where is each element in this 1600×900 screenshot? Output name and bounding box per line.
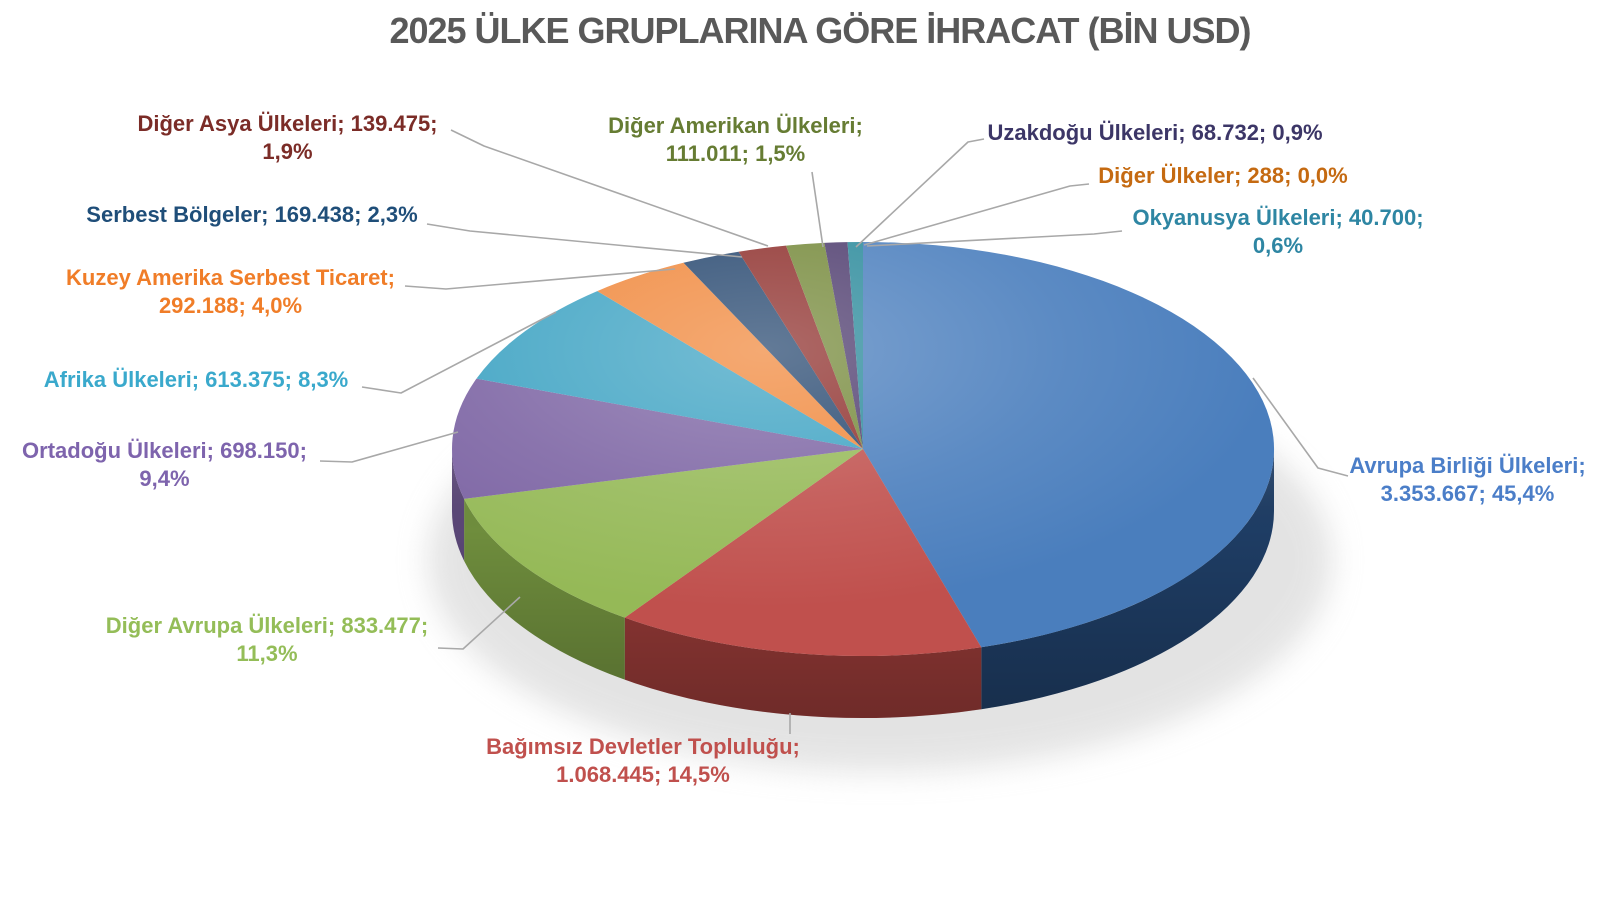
leader-line-afrika [361, 311, 557, 394]
data-label-kuzey-amerika: Kuzey Amerika Serbest Ticaret; 292.188; 4… [66, 265, 395, 318]
data-label-diger-amerikan: Diğer Amerikan Ülkeleri; 111.011; 1,5% [608, 113, 863, 166]
data-label-ortadogu: Ortadoğu Ülkeleri; 698.150; 9,4% [22, 438, 307, 491]
leader-line-okyanusya [866, 230, 1123, 247]
leader-line-diger-asya [450, 129, 769, 247]
data-label-okyanusya: Okyanusya Ülkeleri; 40.700; 0,6% [1132, 205, 1424, 258]
data-label-uzakdogu: Uzakdoğu Ülkeleri; 68.732; 0,9% [987, 120, 1323, 145]
pie-wall-shading [452, 449, 1274, 718]
leader-line-uzakdogu [855, 138, 985, 248]
leader-line-diger-amerikan [811, 171, 824, 248]
data-label-diger-avrupa: Diğer Avrupa Ülkeleri; 833.477; 11,3% [105, 613, 429, 666]
leader-line-diger-avrupa [437, 596, 521, 650]
leader-line-avrupa-birligi [1252, 377, 1349, 477]
leader-line-serbest-bolgeler [426, 223, 743, 258]
data-label-avrupa-birligi: Avrupa Birliği Ülkeleri; 3.353.667; 45,4% [1349, 453, 1586, 506]
data-label-serbest-bolgeler: Serbest Bölgeler; 169.438; 2,3% [86, 202, 418, 227]
data-label-afrika: Afrika Ülkeleri; 613.375; 8,3% [43, 367, 349, 392]
data-label-diger-ulkeler: Diğer Ülkeler; 288; 0,0% [1098, 163, 1348, 188]
leader-lines [319, 129, 1349, 734]
leader-line-kuzey-amerika [404, 268, 676, 290]
pie-3d-body [428, 242, 1332, 772]
data-label-bagimsiz-devletler: Bağımsız Devletler Topluluğu; 1.068.445; … [486, 734, 800, 787]
data-label-diger-asya: Diğer Asya Ülkeleri; 139.475; 1,9% [137, 111, 438, 164]
pie-gloss-highlight [452, 242, 1274, 656]
leader-line-ortadogu [319, 431, 459, 463]
leader-line-diger-ulkeler [863, 183, 1090, 246]
chart-title: 2025 ÜLKE GRUPLARINA GÖRE İHRACAT (BİN U… [389, 10, 1251, 51]
